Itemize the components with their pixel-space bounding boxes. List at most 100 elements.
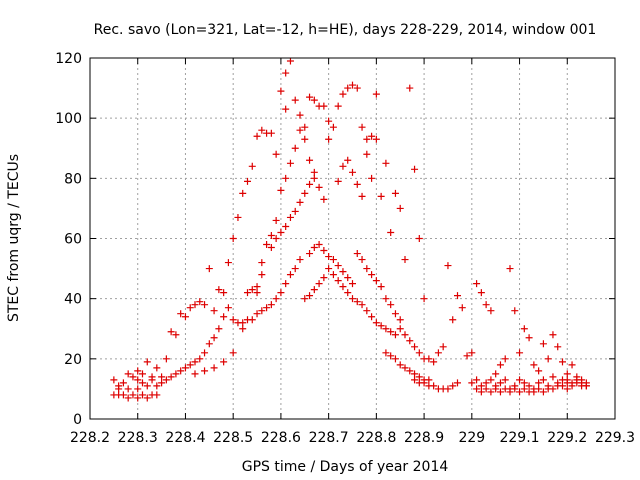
data-point [477,289,485,297]
data-point [277,186,285,194]
data-point [143,382,151,390]
data-point [301,123,309,131]
data-point [253,289,261,297]
data-point [306,156,314,164]
data-point [258,307,266,315]
data-point [344,274,352,282]
y-tick-label: 20 [64,352,82,368]
data-point [334,102,342,110]
x-tick-labels: 228.2 228.3 228.4 228.5 228.6 228.7 228.8 228.9… [70,430,635,446]
data-point [286,271,294,279]
data-point [492,370,500,378]
data-point [535,379,543,387]
data-point [339,268,347,276]
data-point [525,334,533,342]
data-point [496,361,504,369]
data-point [363,135,371,143]
data-point [387,328,395,336]
data-point [415,373,423,381]
data-point [406,337,414,345]
data-point [339,162,347,170]
data-point [210,334,218,342]
x-tick-label: 228.9 [404,430,444,446]
data-point [315,183,323,191]
data-point [473,385,481,393]
data-point [296,111,304,119]
data-point [563,370,571,378]
data-point [291,96,299,104]
data-point [158,373,166,381]
data-point [444,385,452,393]
data-point [267,244,275,252]
data-point [282,69,290,77]
data-point [205,340,213,348]
data-point [186,361,194,369]
data-point [477,388,485,396]
data-point [334,277,342,285]
grid-lines [90,58,615,419]
data-point [344,289,352,297]
data-point [210,364,218,372]
data-point [487,376,495,384]
y-tick-label: 120 [55,51,82,67]
data-point [325,117,333,125]
data-point [220,289,228,297]
data-point [539,340,547,348]
data-point [396,316,404,324]
data-point [377,322,385,330]
data-point [568,382,576,390]
data-point [396,325,404,333]
data-point [325,135,333,143]
data-point [477,382,485,390]
data-point [444,262,452,270]
x-tick-label: 228.7 [309,430,349,446]
data-point [506,388,514,396]
data-point [315,241,323,249]
data-point [172,370,180,378]
data-point [334,262,342,270]
data-point [320,195,328,203]
data-point [411,376,419,384]
data-point [516,349,524,357]
data-point [520,379,528,387]
data-point [129,391,137,399]
x-axis-label: GPS time / Days of year 2014 [242,459,449,475]
data-point [186,304,194,312]
y-tick-label: 40 [64,292,82,308]
data-point [473,280,481,288]
data-point [391,310,399,318]
data-point [263,241,271,249]
data-point [196,355,204,363]
data-point [530,388,538,396]
data-point [325,253,333,261]
x-tick-label: 228.6 [261,430,301,446]
data-point [482,379,490,387]
y-tick-labels: 0 20 40 60 80 100 120 [55,51,82,428]
data-point [153,364,161,372]
data-point [310,96,318,104]
data-point [320,102,328,110]
data-point [511,385,519,393]
data-point [139,391,146,399]
data-point [401,364,409,372]
data-point [544,355,552,363]
data-point [449,316,457,324]
data-point [229,316,237,324]
data-point [349,280,356,288]
data-point [320,247,328,255]
data-point [482,301,490,309]
data-point [368,132,376,140]
y-tick-label: 60 [64,232,82,248]
data-point [143,394,151,402]
data-point [420,379,428,387]
data-point [191,358,199,366]
data-point [248,316,256,324]
data-point [396,204,404,212]
x-tick-label: 228.3 [118,430,158,446]
data-point [148,376,156,384]
data-point [310,174,318,182]
data-point [119,379,127,387]
data-point [296,126,304,134]
data-point [244,289,251,297]
data-point [372,90,380,98]
